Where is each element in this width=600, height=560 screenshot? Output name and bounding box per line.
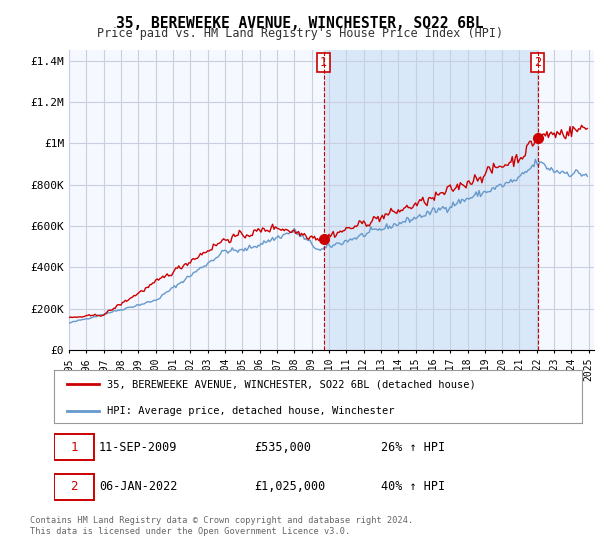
Text: 1: 1 bbox=[320, 57, 327, 69]
Text: £1,025,000: £1,025,000 bbox=[254, 480, 326, 493]
Text: 26% ↑ HPI: 26% ↑ HPI bbox=[382, 441, 445, 454]
Text: 06-JAN-2022: 06-JAN-2022 bbox=[99, 480, 177, 493]
Text: 35, BEREWEEKE AVENUE, WINCHESTER, SO22 6BL: 35, BEREWEEKE AVENUE, WINCHESTER, SO22 6… bbox=[116, 16, 484, 31]
Text: 40% ↑ HPI: 40% ↑ HPI bbox=[382, 480, 445, 493]
Text: 11-SEP-2009: 11-SEP-2009 bbox=[99, 441, 177, 454]
FancyBboxPatch shape bbox=[54, 474, 94, 500]
Text: HPI: Average price, detached house, Winchester: HPI: Average price, detached house, Winc… bbox=[107, 406, 394, 416]
Text: 2: 2 bbox=[534, 57, 541, 69]
Text: Price paid vs. HM Land Registry's House Price Index (HPI): Price paid vs. HM Land Registry's House … bbox=[97, 27, 503, 40]
Text: 1: 1 bbox=[70, 441, 77, 454]
Text: Contains HM Land Registry data © Crown copyright and database right 2024.
This d: Contains HM Land Registry data © Crown c… bbox=[30, 516, 413, 536]
Text: £535,000: £535,000 bbox=[254, 441, 311, 454]
FancyBboxPatch shape bbox=[54, 434, 94, 460]
Text: 2: 2 bbox=[70, 480, 77, 493]
Bar bbox=[324, 50, 538, 350]
Text: 35, BEREWEEKE AVENUE, WINCHESTER, SO22 6BL (detached house): 35, BEREWEEKE AVENUE, WINCHESTER, SO22 6… bbox=[107, 380, 476, 390]
